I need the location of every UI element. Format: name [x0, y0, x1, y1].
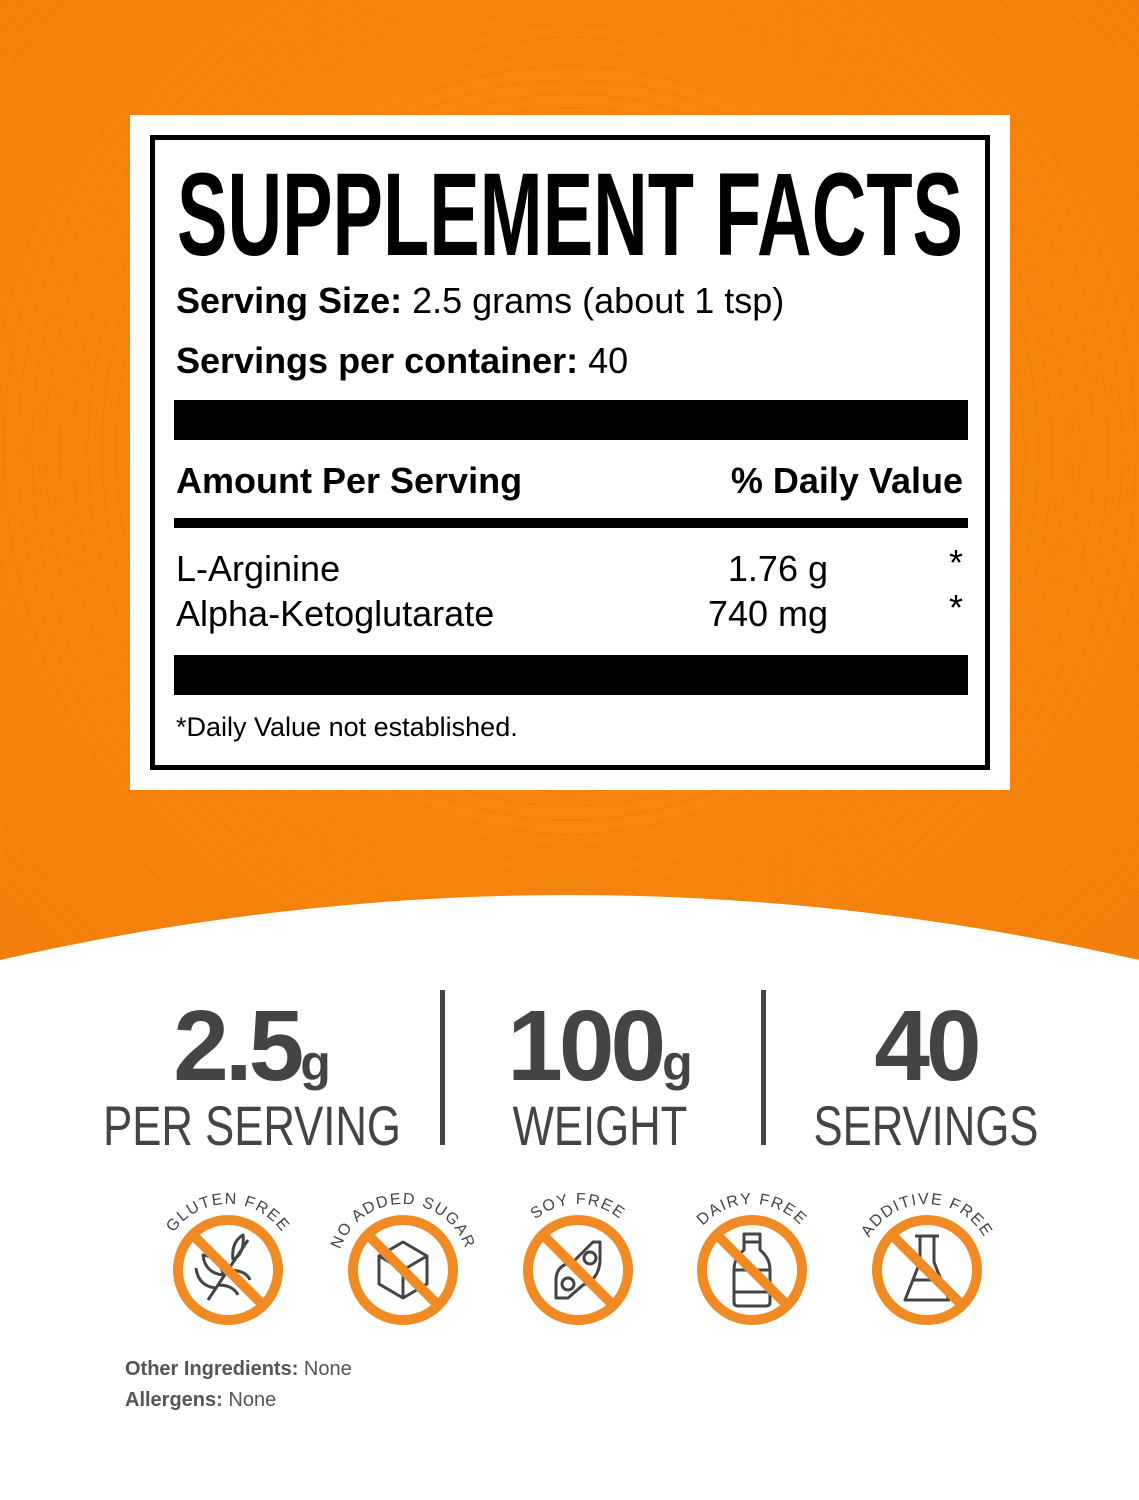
- amount-per-serving-header: Amount Per Serving: [176, 460, 523, 501]
- thick-divider: [174, 655, 968, 695]
- servings-value: 40: [588, 340, 629, 381]
- badge-gluten-free: GLUTEN FREE: [163, 1191, 293, 1325]
- badge-no-added-sugar: NO ADDED SUGAR: [328, 1191, 477, 1325]
- serving-size-value: 2.5 grams (about 1 tsp): [412, 280, 785, 321]
- allergens: Allergens: None: [125, 1389, 276, 1412]
- serving-size-label: Serving Size:: [176, 280, 403, 321]
- nutrient-dv: *: [948, 587, 963, 628]
- facts-title: SUPPLEMENT FACTS: [177, 165, 963, 265]
- svg-text:GLUTEN FREE: GLUTEN FREE: [163, 1191, 293, 1236]
- stat-servings: 40 SERVINGS: [766, 990, 1086, 1165]
- footnote: *Daily Value not established.: [176, 712, 518, 742]
- other-ingredients: Other Ingredients: None: [125, 1358, 352, 1381]
- stat-unit: g: [662, 1035, 693, 1091]
- svg-text:100g: 100g: [507, 990, 692, 1102]
- supplement-facts-panel: SUPPLEMENT FACTS Serving Size: 2.5 grams…: [130, 115, 1010, 790]
- stat-label: PER SERVING: [103, 1095, 401, 1157]
- badge-additive-free: ADDITIVE FREE: [858, 1191, 994, 1325]
- stat-label: SERVINGS: [814, 1095, 1039, 1157]
- other-ingredients-value: None: [303, 1358, 352, 1380]
- daily-value-header: % Daily Value: [730, 460, 963, 501]
- nutrient-name: L-Arginine: [176, 548, 341, 589]
- prohibited-circle-icon: [348, 1215, 458, 1325]
- badge-dairy-free: DAIRY FREE: [694, 1191, 809, 1325]
- stat-number: 100: [507, 990, 662, 1102]
- nutrient-amount: 1.76 g: [727, 548, 828, 589]
- prohibited-slash-icon: [713, 1231, 791, 1309]
- badge-soy-free: SOY FREE: [523, 1191, 633, 1325]
- stat-number: 40: [874, 990, 978, 1102]
- prohibited-circle-icon: [872, 1215, 982, 1325]
- allergens-value: None: [228, 1389, 277, 1411]
- stat-per-serving: 2.5g PER SERVING: [92, 990, 412, 1165]
- stat-label: WEIGHT: [513, 1095, 688, 1157]
- stat-divider: [761, 990, 766, 1145]
- badge-row: GLUTEN FREE NO ADDED SUGAR SOY FREE DAIR…: [163, 1191, 994, 1325]
- allergens-label: Allergens:: [125, 1389, 223, 1411]
- svg-text:40: 40: [874, 990, 978, 1102]
- header-divider: [174, 518, 968, 528]
- prohibited-slash-icon: [364, 1231, 442, 1309]
- stat-number: 2.5: [173, 990, 301, 1102]
- nutrient-name: Alpha-Ketoglutarate: [176, 593, 495, 634]
- badge-label: GLUTEN FREE: [163, 1191, 291, 1236]
- svg-text:2.5g: 2.5g: [173, 990, 331, 1102]
- thick-divider: [174, 400, 968, 440]
- stat-divider: [440, 990, 445, 1145]
- prohibited-slash-icon: [189, 1231, 267, 1309]
- other-ingredients-label: Other Ingredients:: [125, 1358, 299, 1380]
- supplement-facts-border: SUPPLEMENT FACTS Serving Size: 2.5 grams…: [150, 135, 990, 770]
- prohibited-circle-icon: [697, 1215, 807, 1325]
- prohibited-circle-icon: [173, 1215, 283, 1325]
- prohibited-slash-icon: [539, 1231, 617, 1309]
- servings-label: Servings per container:: [176, 340, 579, 381]
- prohibited-slash-icon: [888, 1231, 966, 1309]
- nutrient-dv: *: [948, 542, 963, 583]
- stat-weight: 100g WEIGHT: [440, 990, 760, 1165]
- prohibited-circle-icon: [523, 1215, 633, 1325]
- stat-unit: g: [300, 1035, 331, 1091]
- nutrient-amount: 740 mg: [707, 593, 828, 634]
- milk-bottle-icon: [732, 1232, 772, 1308]
